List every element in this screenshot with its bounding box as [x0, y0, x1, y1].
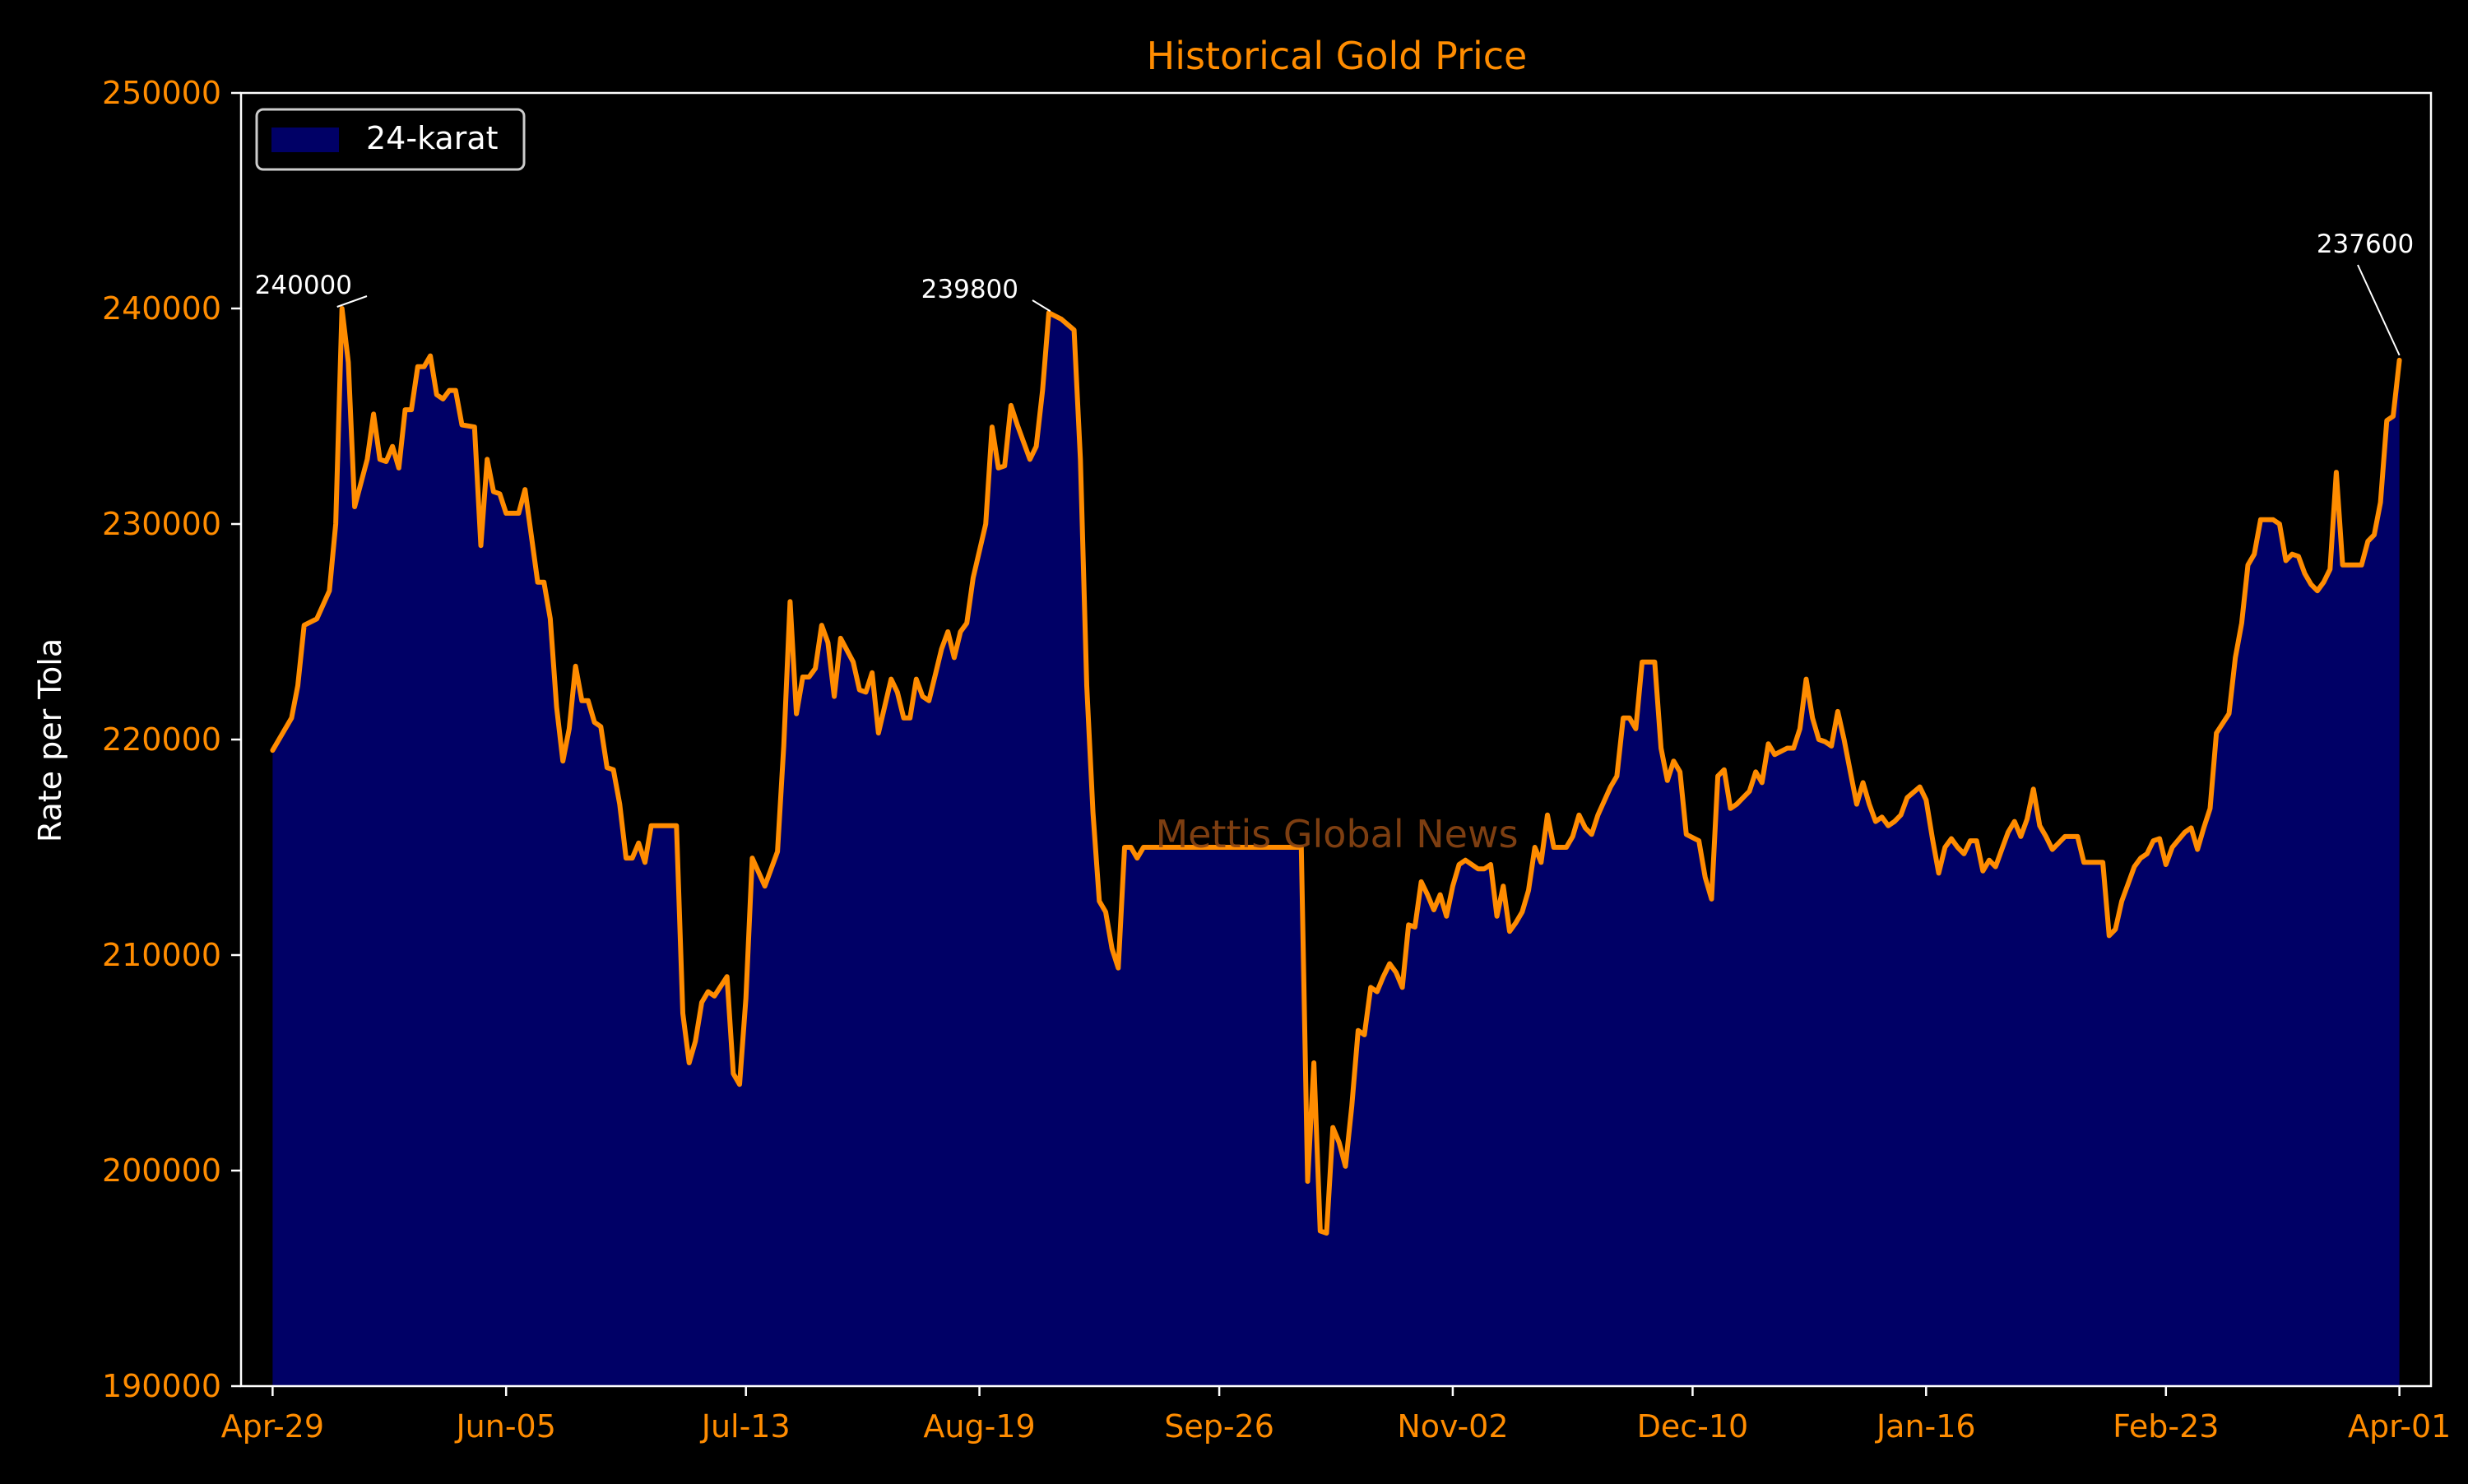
x-tick-label: Sep-26 [1164, 1408, 1274, 1445]
annotation-label: 237600 [2317, 230, 2414, 259]
x-tick-label: Jan-16 [1875, 1408, 1976, 1445]
y-tick-label: 220000 [102, 721, 221, 758]
legend-swatch-24-karat [271, 128, 339, 152]
x-tick-label: Nov-02 [1397, 1408, 1508, 1445]
annotation-leader-line [1032, 299, 1051, 313]
x-tick-label: Dec-10 [1637, 1408, 1749, 1445]
legend-label-24-karat: 24-karat [366, 120, 499, 156]
y-tick-label: 200000 [102, 1152, 221, 1189]
annotation-label: 240000 [255, 271, 352, 300]
legend: 24-karat [255, 108, 526, 171]
y-tick-label: 230000 [102, 506, 221, 542]
annotation-leader-line [2357, 264, 2401, 356]
area-fill-24-karat [272, 308, 2400, 1386]
y-tick-label: 240000 [102, 290, 221, 327]
series-line-24-karat [270, 306, 2402, 1236]
annotation-label: 239800 [921, 275, 1018, 304]
legend-box [255, 108, 526, 171]
annotation-leader-line [336, 295, 368, 308]
x-tick-label: Apr-29 [221, 1408, 324, 1445]
watermark-text: Mettis Global News [1155, 812, 1518, 856]
y-tick-label: 190000 [102, 1368, 221, 1404]
x-tick-label: Aug-19 [923, 1408, 1035, 1445]
y-tick-label: 210000 [102, 937, 221, 973]
x-tick-label: Apr-01 [2348, 1408, 2451, 1445]
x-tick-label: Jul-13 [700, 1408, 791, 1445]
y-axis-label: Rate per Tola [32, 638, 68, 842]
y-tick-label: 250000 [102, 75, 221, 111]
x-tick-label: Jun-05 [454, 1408, 555, 1445]
chart-title: Historical Gold Price [1147, 34, 1528, 78]
x-tick-label: Feb-23 [2113, 1408, 2219, 1445]
